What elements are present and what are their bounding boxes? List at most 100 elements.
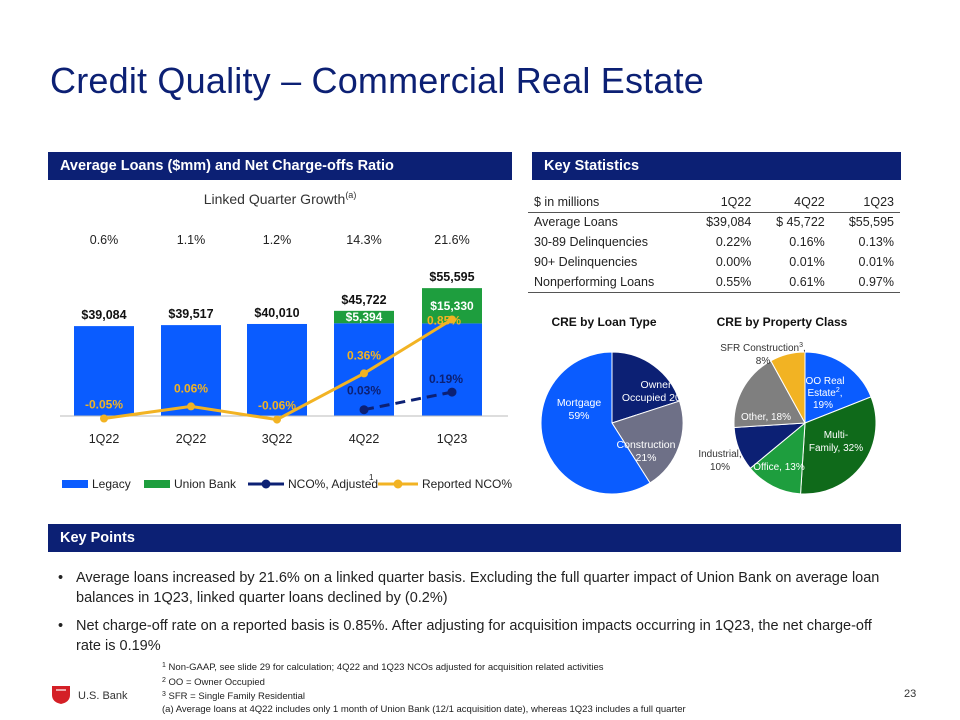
pie-slice-label: 59% [568, 410, 589, 422]
growth-label: 1.1% [177, 233, 206, 247]
table-cell: 0.01% [858, 255, 894, 269]
reported-nco-label: 0.36% [347, 348, 381, 362]
column-header: 1Q23 [830, 192, 900, 213]
legend-label: NCO%, Adjusted [288, 477, 378, 491]
pie-slice-label: 21% [635, 452, 656, 464]
pie-slice-label: Office, 13% [753, 462, 805, 473]
table-cell: 0.61% [757, 272, 831, 293]
reported-nco-label: -0.06% [258, 399, 296, 413]
table-cell: 0.13% [858, 235, 894, 249]
pie-slice [611, 400, 684, 484]
footnote: (a) Average loans at 4Q22 includes only … [162, 703, 686, 715]
growth-label: 1.2% [263, 233, 292, 247]
section-header-key-statistics: Key Statistics [532, 152, 901, 180]
section-header-loans: Average Loans ($mm) and Net Charge-offs … [48, 152, 512, 180]
reported-nco-point [100, 414, 108, 423]
reported-nco-point [448, 315, 456, 324]
legend-label: Reported NCO% [422, 477, 512, 491]
pie-slice-label: Family, 32% [809, 443, 863, 454]
pie-slice-label: SFR Construction3, [720, 342, 806, 354]
x-tick-label: 2Q22 [176, 432, 207, 446]
page-title: Credit Quality – Commercial Real Estate [50, 60, 705, 101]
key-points-list: Average loans increased by 21.6% on a li… [58, 568, 898, 664]
nco-adjusted-point [447, 387, 457, 397]
legend-swatch-union-bank [144, 480, 170, 488]
table-cell: 0.01% [789, 255, 825, 269]
reported-nco-label: -0.05% [85, 398, 123, 412]
growth-label: 14.3% [346, 233, 381, 247]
pie-slice-label: Industrial, [698, 449, 741, 460]
pie-slice-label: Owner [641, 379, 672, 391]
x-tick-label: 1Q23 [437, 432, 468, 446]
table-cell: 0.00% [715, 255, 752, 269]
table-cell: 0.16% [789, 235, 825, 249]
table-row: 30-89 Delinquencies 0.22% 0.16% 0.13% [528, 232, 900, 252]
growth-label: 0.6% [90, 233, 119, 247]
x-tick-label: 4Q22 [349, 432, 380, 446]
chart-title: Linked Quarter Growth(a) [204, 190, 357, 207]
pie-slice [800, 396, 877, 495]
reported-nco-label: 0.06% [174, 381, 208, 395]
pie-slice [749, 421, 806, 495]
table-cell: $ 45,722 [776, 215, 825, 230]
column-header: $ in millions [528, 192, 689, 213]
list-item: Average loans increased by 21.6% on a li… [58, 568, 898, 608]
pie-slice-label: Multi- [824, 430, 848, 441]
table-header-row: $ in millions 1Q22 4Q22 1Q23 [528, 192, 900, 213]
legend-swatch-legacy [62, 480, 88, 488]
pie-slice-label: OO Real [806, 376, 845, 387]
pie-slice-label: 10% [710, 462, 730, 473]
table-cell: 0.22% [715, 235, 752, 249]
logo-text: U.S. Bank [78, 690, 128, 702]
pie-slice [770, 351, 806, 424]
table-cell: 0.55% [688, 272, 758, 293]
pie-slice-label: Occupied 20% [622, 392, 690, 404]
table-cell: Average Loans [534, 215, 618, 230]
property-class-pie-title: CRE by Property Class [717, 315, 848, 329]
average-loans-chart: Linked Quarter Growth(a) 0.6% 1.1% 1.2% 14.… [60, 190, 512, 491]
reported-nco-point [187, 402, 195, 411]
pie-slice-label: Estate2, [807, 387, 842, 399]
reported-nco-point [360, 369, 368, 378]
table-cell: 90+ Delinquencies [534, 255, 638, 269]
bar-legacy [247, 323, 307, 416]
table-row: Nonperforming Loans 0.55% 0.61% 0.97% [528, 272, 900, 293]
footnote: 3 SFR = Single Family Residential [162, 691, 306, 702]
pie-slice-label: 19% [813, 400, 833, 411]
loan-type-pie-title: CRE by Loan Type [551, 315, 656, 329]
footnotes: 1 Non-GAAP, see slide 29 for calculation… [162, 660, 686, 716]
footnote: 2 OO = Owner Occupied [162, 676, 265, 688]
legend-label: Union Bank [174, 477, 237, 491]
legend-marker [261, 479, 271, 489]
nco-adjusted-point [359, 405, 369, 415]
pie-slice-label: 8% [756, 356, 771, 367]
us-bank-logo: U.S. Bank [52, 686, 128, 704]
bar-total-label: $40,010 [254, 306, 299, 320]
list-item: Net charge-off rate on a reported basis … [58, 616, 898, 656]
table-cell: $55,595 [848, 215, 894, 230]
bar-total-label: $55,595 [429, 270, 474, 284]
bar-union-bank [334, 310, 394, 324]
table-cell: 30-89 Delinquencies [534, 235, 648, 249]
pie-slice-label: Mortgage [557, 397, 602, 409]
reported-nco-point [273, 415, 281, 424]
key-statistics-table: $ in millions 1Q22 4Q22 1Q23 Average Loa… [528, 192, 900, 293]
pie-slice-label: Other, 18% [741, 412, 791, 423]
bar-legacy [74, 326, 134, 416]
column-header: 1Q22 [688, 192, 758, 213]
union-bank-value-label: $15,330 [430, 299, 474, 313]
legend-label: Legacy [92, 477, 131, 491]
section-header-key-points: Key Points [48, 524, 901, 552]
column-header: 4Q22 [757, 192, 831, 213]
nco-adjusted-label: 0.19% [429, 372, 463, 386]
growth-label: 21.6% [434, 233, 469, 247]
reported-nco-label: 0.85% [427, 314, 461, 328]
table-cell: $39,084 [706, 215, 752, 230]
pie-slice [733, 360, 806, 428]
bar-total-label: $39,517 [168, 307, 213, 321]
bar-legacy [161, 325, 221, 416]
shield-icon [52, 686, 70, 704]
nco-adjusted-label: 0.03% [347, 384, 381, 398]
union-bank-value-label: $5,394 [346, 310, 383, 324]
table-cell: Nonperforming Loans [528, 272, 689, 293]
